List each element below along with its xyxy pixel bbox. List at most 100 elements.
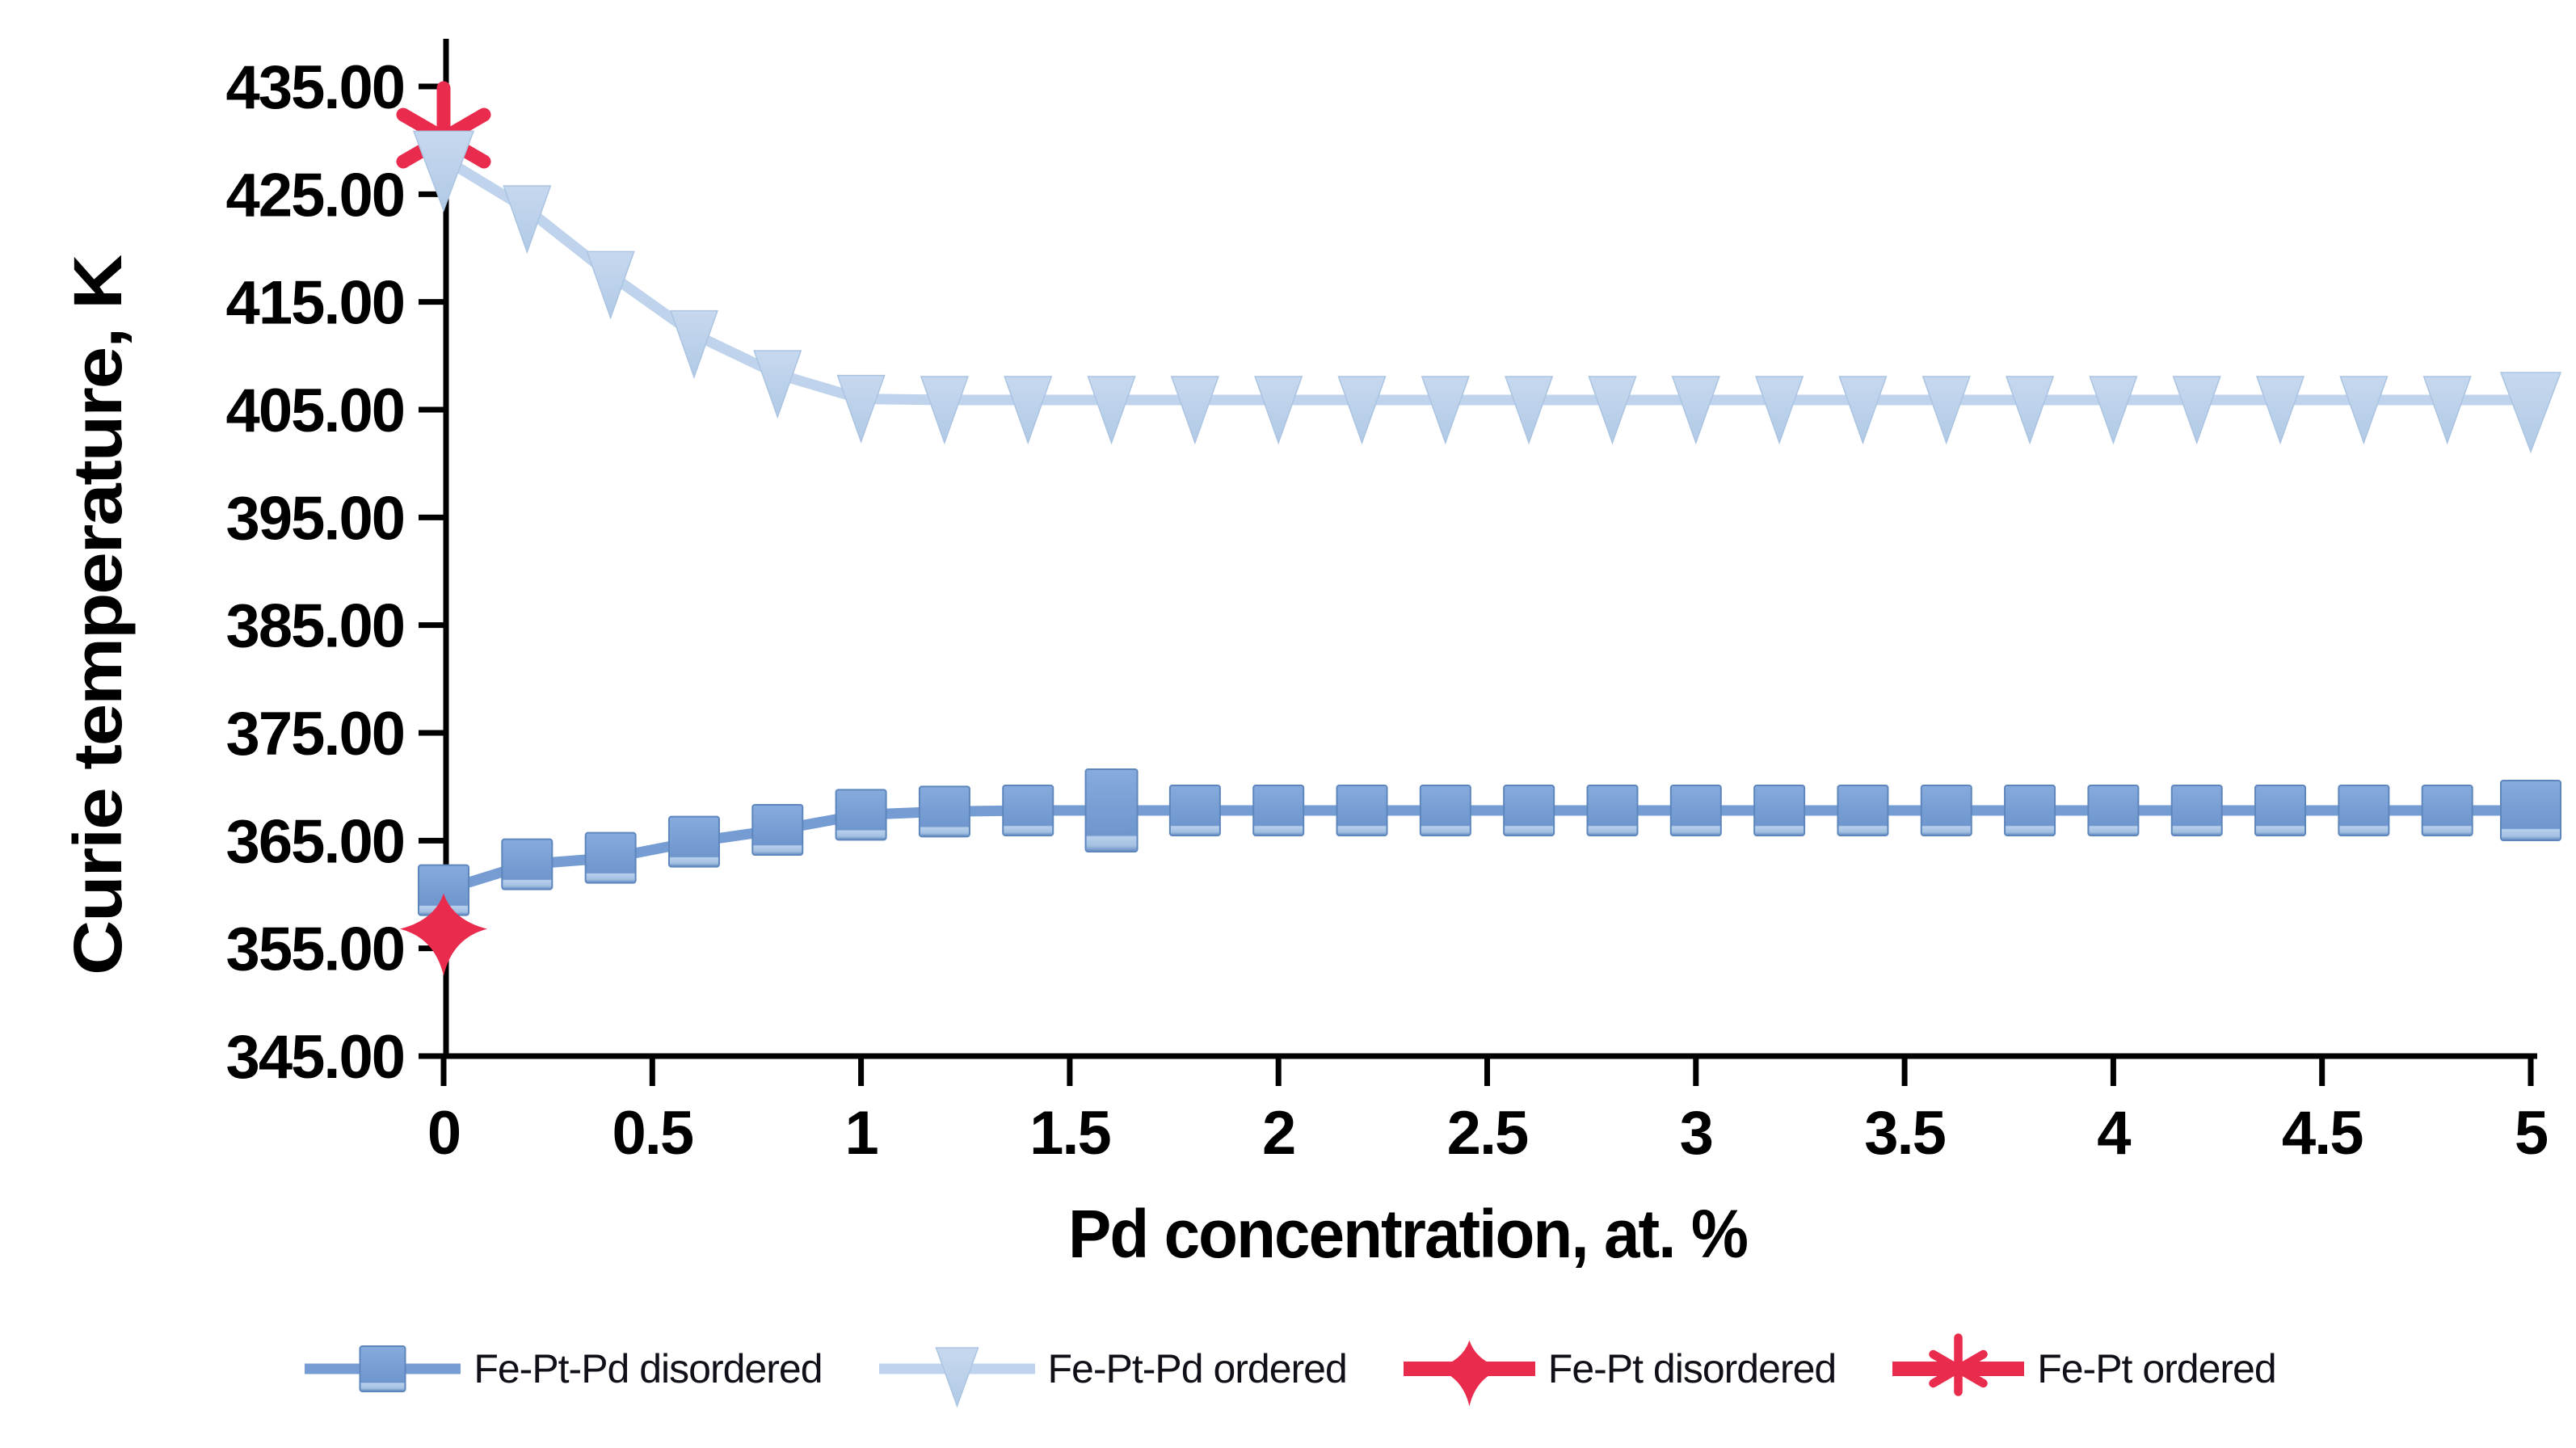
marker-star4 [400,893,487,976]
x-tick-label: 5 [2515,1099,2548,1168]
series-line [440,154,2531,406]
marker-triangle-down [1337,376,1387,445]
marker-square [2087,785,2140,836]
y-tick-label: 425.00 [226,161,404,229]
marker-triangle-down [1254,376,1303,445]
marker-square [918,785,970,838]
legend-item-fept-disordered: Fe-Pt disordered [1399,1324,1837,1413]
y-tick-label: 345.00 [226,1023,404,1092]
data-series [396,81,2562,976]
series-fe-pt-disordered [400,893,487,976]
marker-square [2170,785,2223,836]
legend-marker-triangle-icon [878,1347,1035,1408]
x-tick-label: 1 [844,1099,878,1168]
marker-square [1753,785,1806,836]
x-tick-label: 2 [1262,1099,1294,1168]
x-tick-label: 3 [1680,1099,1712,1168]
series-fe-pt-pd-disordered [418,768,2561,916]
y-tick-label: 365.00 [226,807,404,876]
marker-square [1084,768,1139,852]
marker-square [1252,785,1305,836]
legend-item-feptpd-ordered: Fe-Pt-Pd ordered [874,1324,1348,1413]
marker-square [2500,780,2561,841]
legend-marker-asterisk-icon [1892,1333,2025,1396]
marker-triangle-down [1921,376,1971,445]
y-tick-label: 415.00 [226,269,404,338]
marker-square [751,804,804,856]
marker-triangle-down [1505,376,1554,445]
x-tick-label: 1.5 [1029,1099,1110,1168]
marker-square [584,831,637,884]
series-fe-pt-pd-ordered [412,130,2562,454]
legend-label: Fe-Pt disordered [1547,1346,1837,1391]
legend: Fe-Pt-Pd disordered Fe-Pt-Pd ordered Fe-… [0,1312,2576,1425]
curie-temperature-chart: 345.00 355.00 365.00 375.00 385.00 395.00 405.… [60,39,2562,1272]
y-tick-label: 395.00 [226,484,404,553]
marker-triangle-down [2089,376,2138,445]
marker-square [1419,785,1471,836]
marker-triangle-down [920,376,969,445]
marker-square [2421,785,2473,836]
marker-triangle-down [1838,376,1888,445]
marker-square [835,789,887,841]
marker-triangle-down [2255,376,2305,445]
marker-square [359,1345,406,1392]
legend-item-feptpd-disordered: Fe-Pt-Pd disordered [300,1324,823,1413]
marker-square [1168,785,1221,836]
marker-triangle-down [503,185,552,255]
x-tick-label: 0.5 [612,1099,692,1168]
marker-triangle-down [2006,376,2055,445]
y-tick-label: 385.00 [226,592,404,661]
marker-square [2338,785,2390,836]
y-tick-label: 435.00 [226,53,404,122]
marker-triangle-down [1755,376,1804,445]
x-tick-label: 4.5 [2282,1099,2363,1168]
marker-triangle-down [412,130,475,213]
marker-square [1920,785,1972,836]
marker-triangle-down [2422,376,2472,445]
marker-square [1336,785,1388,836]
y-tick-label: 405.00 [226,377,404,445]
x-tick-label: 2.5 [1447,1099,1528,1168]
marker-triangle-down [586,250,635,320]
marker-square [501,838,554,890]
marker-square [1002,785,1054,836]
marker-square [1586,785,1639,836]
x-axis-title: Pd concentration, at. % [1068,1196,1747,1272]
marker-triangle-down [1170,376,1219,445]
legend-label: Fe-Pt-Pd ordered [1047,1346,1348,1391]
y-axis-title: Curie temperature, K [60,255,136,975]
legend-item-fept-ordered: Fe-Pt ordered [1888,1324,2277,1413]
marker-triangle-down [1087,376,1136,445]
marker-square [2004,785,2056,836]
marker-square [1503,785,1555,836]
legend-marker-square-icon [305,1345,461,1392]
y-tick-label: 355.00 [226,916,404,984]
marker-triangle-down [753,350,802,419]
y-tick-label: 375.00 [226,700,404,768]
marker-triangle-down [1671,376,1720,445]
marker-triangle-down [1004,376,1053,445]
marker-triangle-down [1588,376,1637,445]
marker-square [1837,785,1889,836]
x-tick-label: 4 [2097,1099,2131,1168]
marker-triangle-down [836,374,886,444]
legend-label: Fe-Pt-Pd disordered [474,1346,823,1391]
axes: 345.00 355.00 365.00 375.00 385.00 395.00 405.… [226,39,2549,1168]
marker-square [667,815,720,868]
marker-triangle-down [934,1347,979,1408]
x-tick-label: 0 [427,1099,460,1168]
marker-triangle-down [2339,376,2389,445]
marker-square [2254,785,2307,836]
marker-star4 [1434,1340,1505,1407]
marker-triangle-down [669,309,719,379]
x-tick-label: 3.5 [1864,1099,1945,1168]
marker-asterisk [1929,1349,1988,1388]
marker-triangle-down [2172,376,2221,445]
legend-label: Fe-Pt ordered [2037,1346,2276,1391]
marker-triangle-down [2499,372,2562,454]
legend-marker-star-icon [1403,1340,1535,1407]
marker-square [1669,785,1722,836]
marker-triangle-down [1421,376,1470,445]
